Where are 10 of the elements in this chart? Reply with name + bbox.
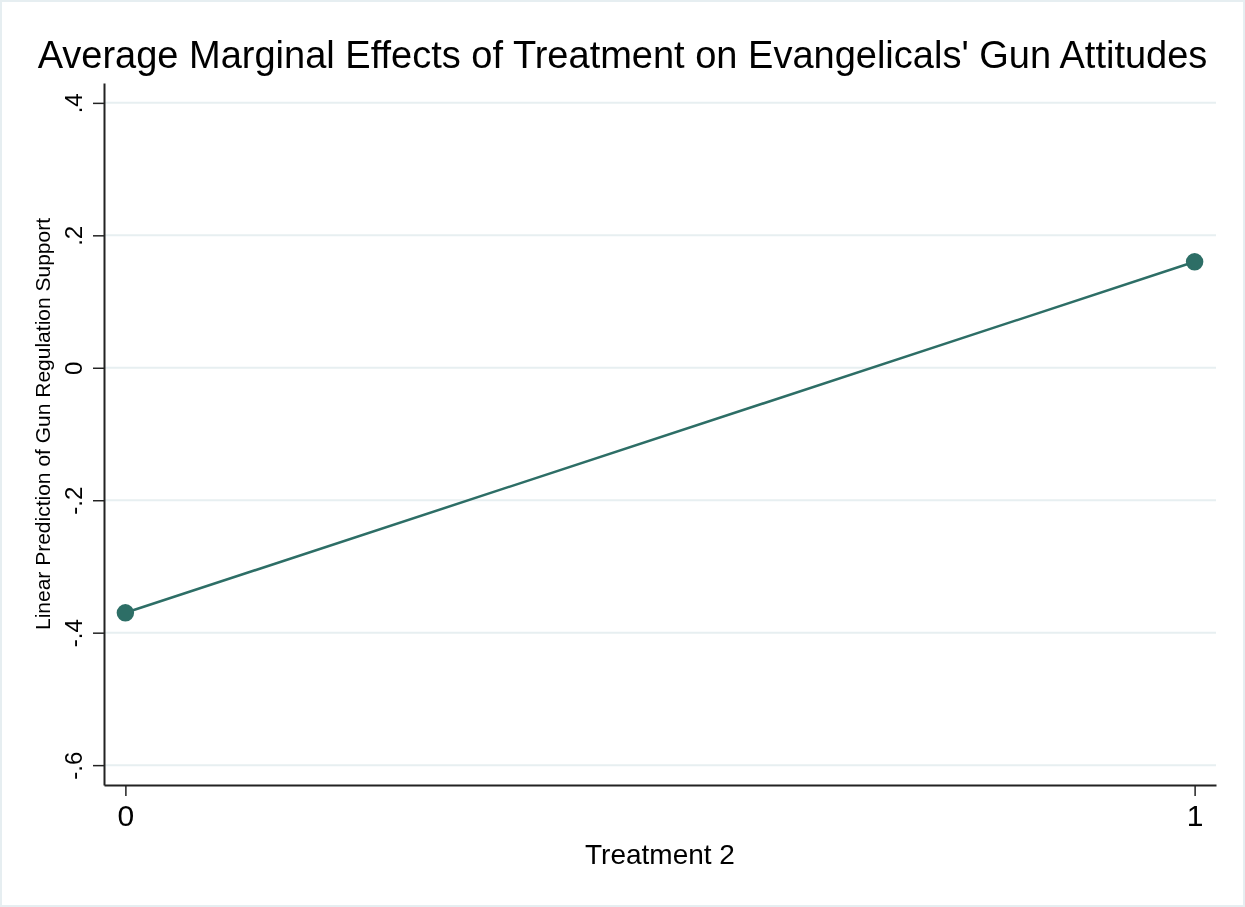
x-tick-label: 1 bbox=[1186, 799, 1204, 833]
y-tick-label: -.2 bbox=[60, 486, 87, 515]
y-tick-label: .2 bbox=[60, 225, 87, 246]
y-tick-label: .4 bbox=[60, 93, 87, 114]
y-axis-title: Linear Prediction of Gun Regulation Support bbox=[31, 217, 54, 631]
x-axis-title: Treatment 2 bbox=[585, 839, 735, 870]
y-tick-label: -.6 bbox=[60, 751, 87, 780]
y-tick-label: -.4 bbox=[60, 619, 87, 648]
chart-title: Average Marginal Effects of Treatment on Evangelicals' Gun Attitudes bbox=[37, 34, 1208, 76]
y-tick-label: 0 bbox=[60, 361, 87, 375]
